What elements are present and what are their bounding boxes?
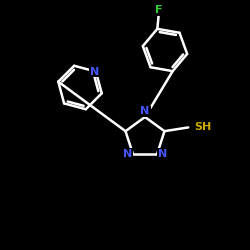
Text: SH: SH <box>194 122 211 132</box>
Text: F: F <box>155 5 162 15</box>
Text: N: N <box>90 66 99 76</box>
Text: N: N <box>140 106 149 117</box>
Text: N: N <box>123 149 132 159</box>
Text: N: N <box>158 149 167 159</box>
